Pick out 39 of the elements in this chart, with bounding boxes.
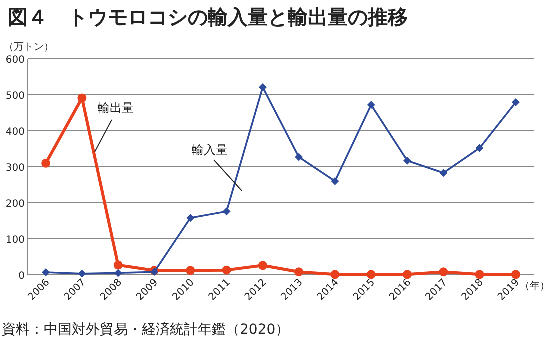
point	[440, 169, 448, 178]
y-tick-label: 200	[6, 199, 25, 210]
point	[186, 214, 195, 222]
point	[42, 158, 51, 168]
text: 資料：中国対外貿易・経済統計年鑑（2020）	[2, 322, 290, 338]
point	[186, 266, 196, 276]
point	[404, 156, 412, 165]
point	[258, 83, 267, 92]
y-tick-label: 500	[6, 91, 25, 102]
point	[366, 270, 376, 280]
point	[330, 270, 340, 280]
point	[42, 268, 50, 276]
point	[258, 261, 268, 270]
point	[114, 260, 123, 270]
point	[222, 266, 232, 275]
point	[367, 101, 376, 110]
y-tick-label: 600	[6, 55, 25, 66]
point	[78, 94, 87, 103]
chart-title: 図４ トウモロコシの輸入量と輸出量の推移	[8, 5, 408, 29]
y-tick-label: 0	[18, 271, 25, 282]
point	[294, 268, 304, 277]
point	[512, 98, 520, 107]
point	[439, 268, 448, 277]
point	[476, 144, 484, 152]
y-tick-label: 100	[6, 235, 25, 246]
point	[114, 269, 122, 278]
point	[511, 270, 520, 280]
point	[222, 208, 231, 216]
series-label: 輸出量	[98, 101, 134, 115]
y-axis-title: （万トン）	[4, 42, 54, 53]
x-axis-title: （年）	[520, 280, 546, 292]
point	[295, 153, 304, 162]
point	[78, 270, 86, 278]
y-tick-label: 300	[6, 163, 25, 174]
point	[403, 270, 412, 280]
y-tick-label: 400	[6, 127, 25, 138]
point	[331, 177, 340, 186]
series-label: 輸入量	[192, 143, 228, 157]
point	[475, 270, 484, 280]
